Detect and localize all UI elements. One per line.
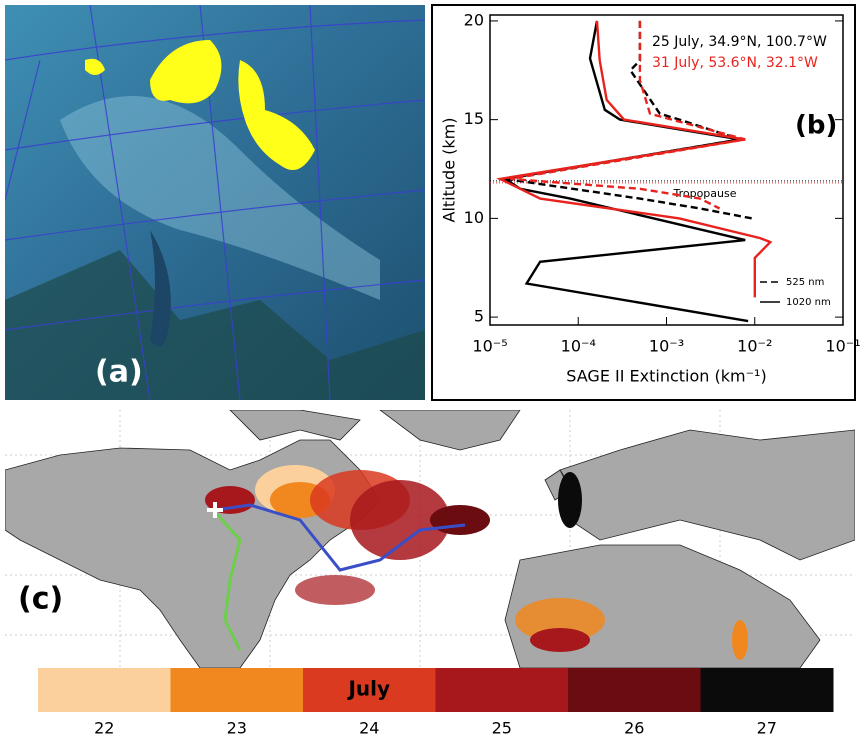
colorbar-tick-label: 26 — [624, 719, 644, 738]
y-axis-label: Altitude (km) — [440, 118, 459, 223]
colorbar: 22 23 24 25 26 27 July — [38, 668, 834, 738]
legend-entry: 1020 nm — [786, 297, 831, 308]
x-tick-label: 10⁻⁵ — [472, 337, 507, 356]
panel-label: (b) — [795, 111, 837, 141]
y-tick-label: 20 — [464, 10, 484, 29]
y-tick-label: 10 — [464, 208, 484, 227]
colorbar-segment — [436, 668, 569, 712]
colorbar-segment — [38, 668, 171, 712]
legend-entry: 31 July, 53.6°N, 32.1°W — [652, 55, 818, 71]
colorbar-segment — [568, 668, 701, 712]
colorbar-tick-label: 25 — [492, 719, 512, 738]
panel-label: (a) — [95, 355, 143, 390]
tropopause-label: Tropopause — [672, 187, 736, 200]
colorbar-tick-label: 24 — [359, 719, 379, 738]
panel-label: (c) — [18, 582, 63, 617]
x-axis-label: SAGE II Extinction (km⁻¹) — [566, 367, 766, 386]
colorbar-tick-label: 27 — [757, 719, 777, 738]
x-tick-label: 10⁻¹ — [825, 337, 860, 356]
legend-entry: 25 July, 34.9°N, 100.7°W — [652, 34, 827, 50]
y-tick-label: 15 — [464, 109, 484, 128]
colorbar-segment — [171, 668, 304, 712]
x-tick-label: 10⁻² — [737, 337, 772, 356]
satellite-image — [5, 5, 425, 400]
legend-entry: 525 nm — [786, 277, 824, 288]
colorbar-label: July — [346, 677, 390, 701]
map — [5, 410, 855, 668]
colorbar-tick-label: 23 — [227, 719, 247, 738]
x-tick-label: 10⁻³ — [649, 337, 684, 356]
colorbar-tick-label: 22 — [94, 719, 114, 738]
colorbar-segment — [701, 668, 834, 712]
y-tick-label: 5 — [474, 307, 484, 326]
x-tick-label: 10⁻⁴ — [561, 337, 596, 356]
